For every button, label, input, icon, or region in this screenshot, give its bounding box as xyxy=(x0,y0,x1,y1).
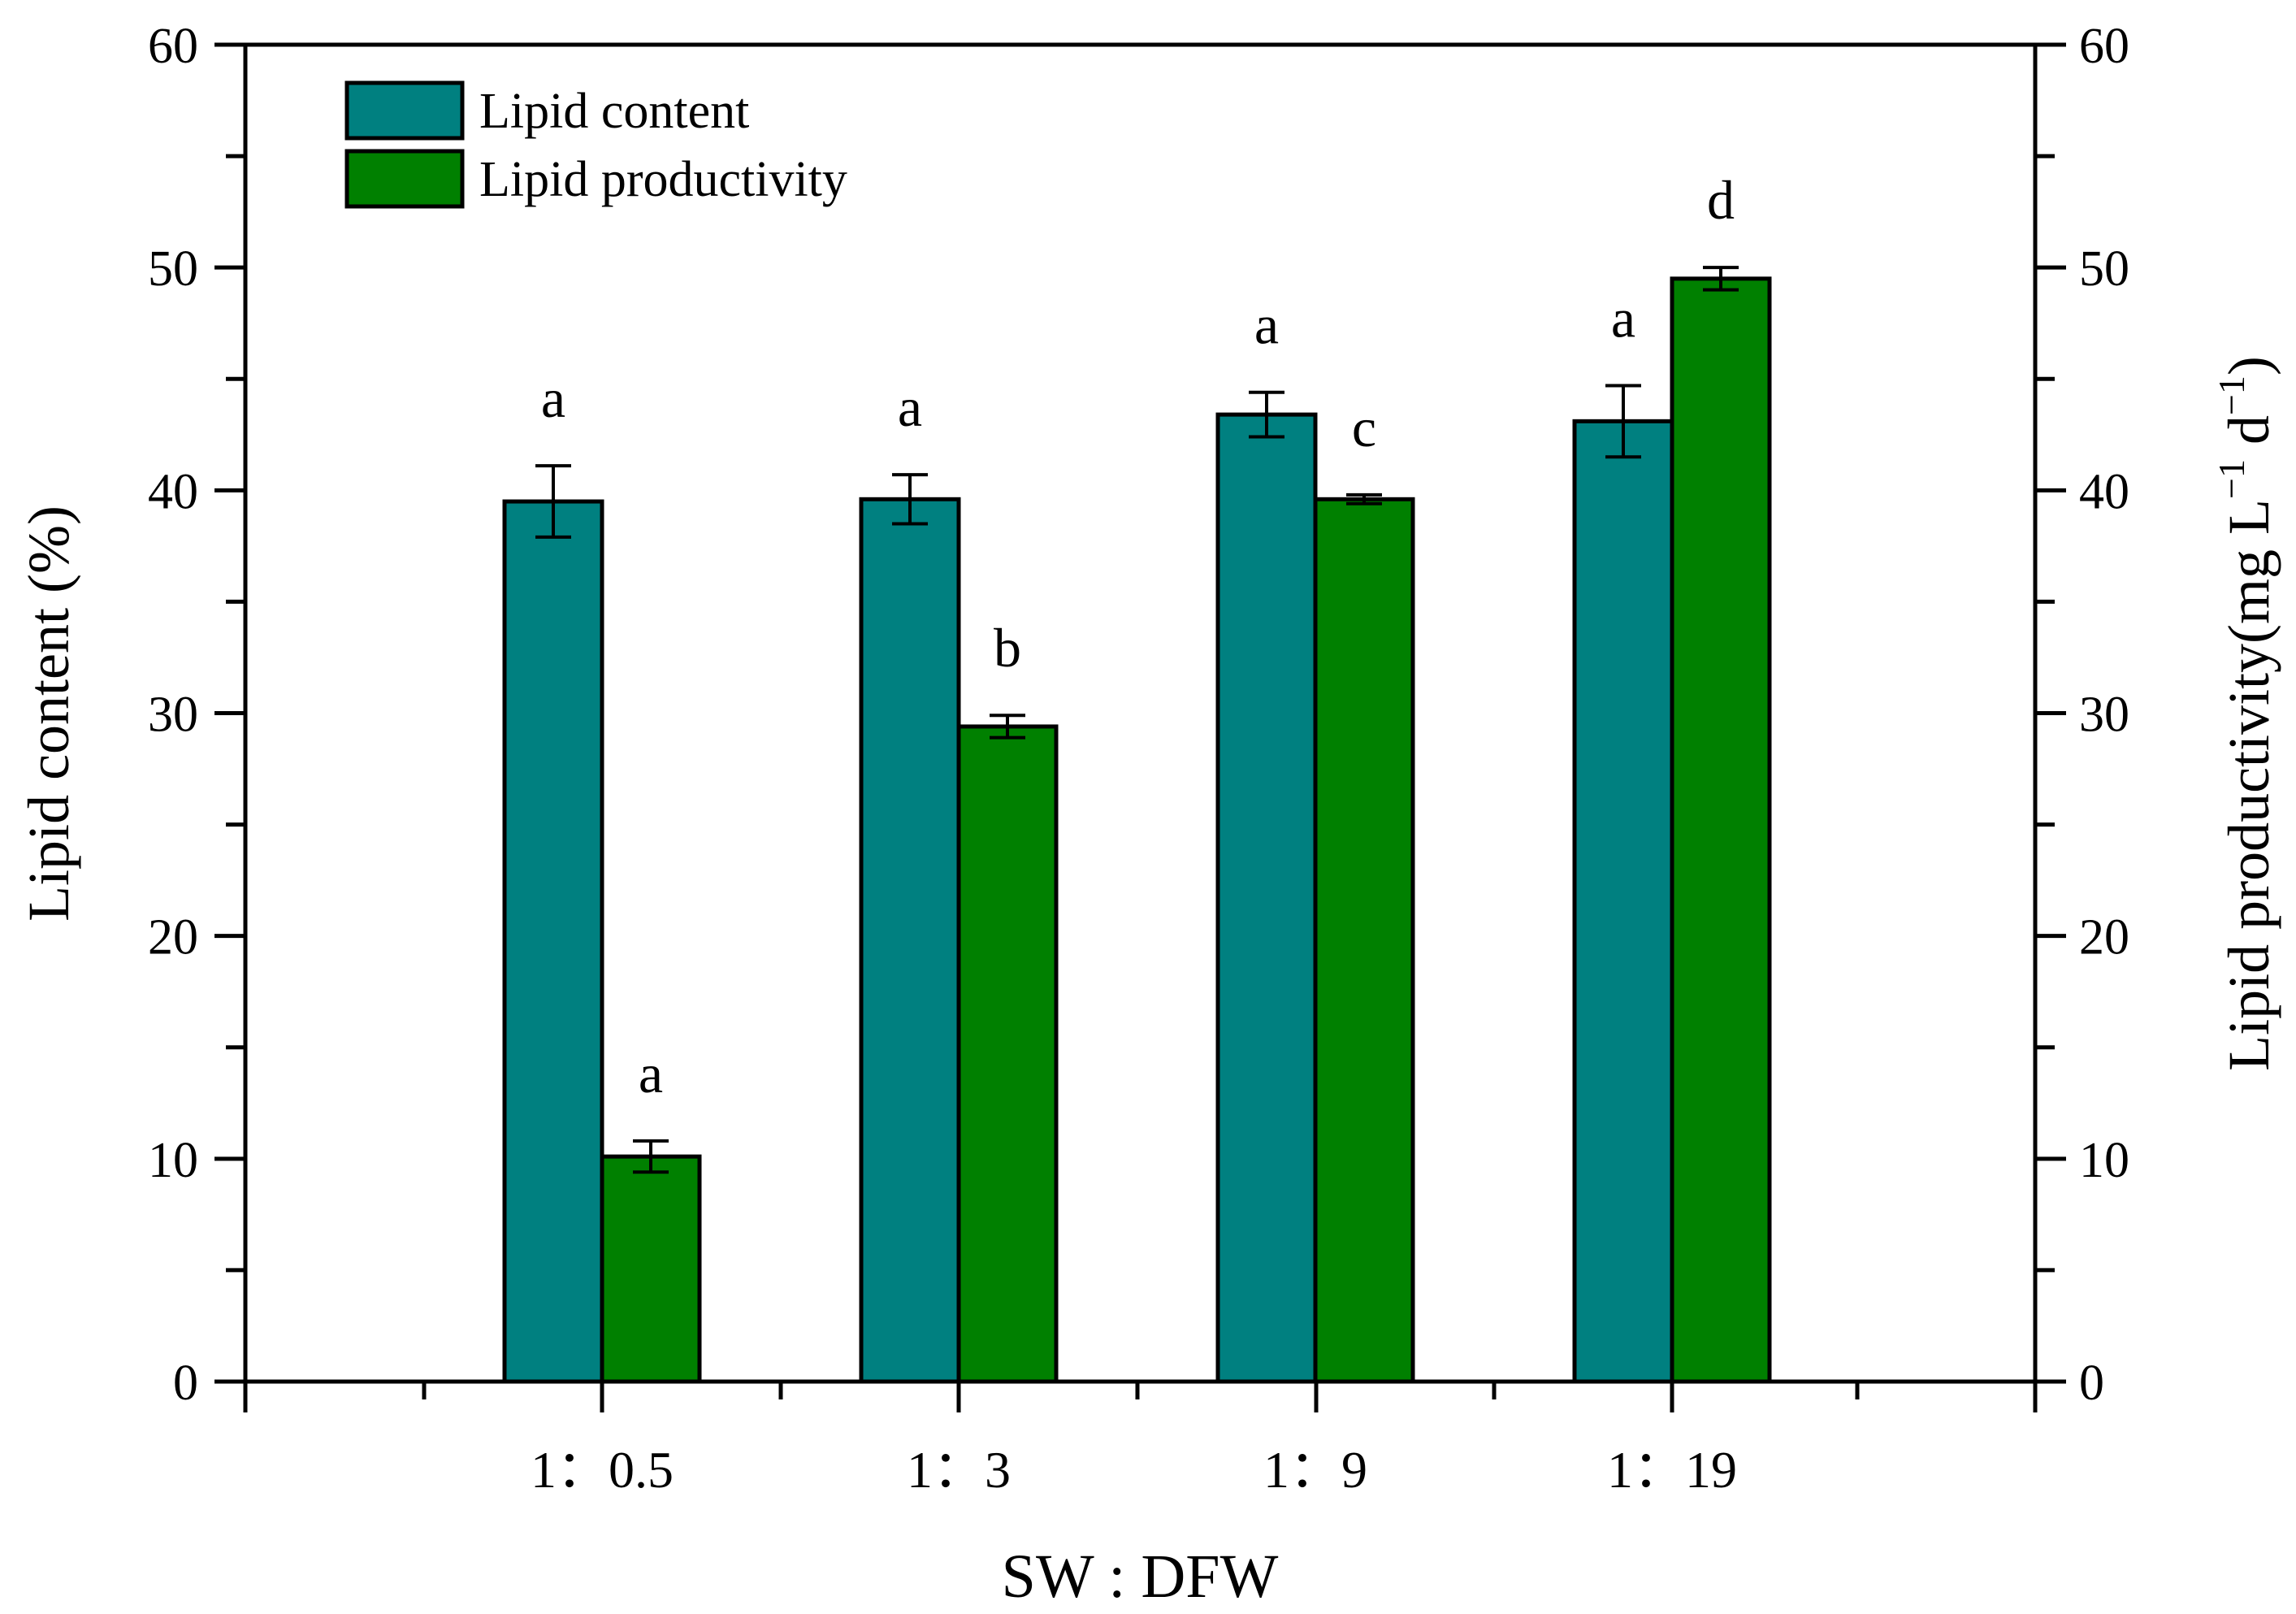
legend: Lipid content Lipid productivity xyxy=(344,80,847,209)
x-tick-label: 1：9 xyxy=(1263,1441,1367,1499)
x-tick-label: 1：0.5 xyxy=(531,1441,674,1499)
bar-lipid-productivity xyxy=(1670,276,1772,1384)
y-tick-label-left: 10 xyxy=(148,1133,198,1188)
bar-lipid-content xyxy=(1572,419,1674,1384)
x-tick-label: 1：19 xyxy=(1607,1441,1737,1499)
legend-label-lipid-productivity: Lipid productivity xyxy=(479,152,847,207)
x-axis-title: SW : DFW xyxy=(1002,1542,1279,1611)
ticks: 0 10 20 30 40 50 60 0 10 20 30 40 50 60 1：0.5 1：3 1：9 1：1… xyxy=(148,19,2129,1499)
significance-letter: c xyxy=(1352,397,1376,458)
bar-lipid-productivity xyxy=(1313,497,1415,1384)
significance-letter: a xyxy=(1254,294,1279,356)
y-tick-label-right: 0 xyxy=(2079,1356,2104,1411)
y-tick-label-left: 0 xyxy=(173,1356,198,1411)
significance-letter: a xyxy=(1611,287,1635,349)
bars xyxy=(502,276,1772,1384)
significance-letter: d xyxy=(1707,169,1735,231)
y2-label-mid: d xyxy=(2216,415,2281,459)
y-tick-label-left: 40 xyxy=(148,464,198,519)
y-tick-label-right: 10 xyxy=(2079,1133,2129,1188)
legend-swatch-lipid-productivity xyxy=(344,149,465,209)
y2-label-sup1: −1 xyxy=(2211,459,2252,499)
y2-label-close: ) xyxy=(2216,356,2281,375)
y2-label-main: Lipid productivity(mg L xyxy=(2216,499,2281,1071)
axis-labels: SW : DFW Lipid content (%) Lipid productiv… xyxy=(16,356,2281,1611)
y-tick-label-right: 20 xyxy=(2079,910,2129,965)
legend-swatch-lipid-content xyxy=(344,80,465,141)
y-tick-label-right: 50 xyxy=(2079,241,2129,297)
significance-letters: a a a a a b c d xyxy=(541,169,1735,1104)
y-tick-label-right: 60 xyxy=(2079,19,2129,74)
y-tick-label-left: 60 xyxy=(148,19,198,74)
bar-lipid-content xyxy=(502,499,604,1384)
y-tick-label-right: 30 xyxy=(2079,688,2129,743)
bar-lipid-productivity xyxy=(600,1154,702,1384)
bar-lipid-content xyxy=(859,497,961,1384)
y-axis-title-left: Lipid content (%) xyxy=(16,505,81,922)
significance-letter: a xyxy=(541,367,565,429)
y-tick-label-left: 30 xyxy=(148,688,198,743)
legend-label-lipid-content: Lipid content xyxy=(479,84,749,139)
y-tick-label-left: 50 xyxy=(148,241,198,297)
significance-letter: b xyxy=(994,617,1021,679)
significance-letter: a xyxy=(639,1043,663,1104)
y-tick-label-left: 20 xyxy=(148,910,198,965)
significance-letter: a xyxy=(898,376,922,438)
error-bars xyxy=(535,266,1739,1174)
bar-lipid-content xyxy=(1215,412,1318,1384)
y-tick-label-right: 40 xyxy=(2079,464,2129,519)
x-tick-label: 1：3 xyxy=(907,1441,1011,1499)
bar-lipid-productivity xyxy=(956,724,1059,1384)
y2-label-sup2: −1 xyxy=(2211,375,2252,415)
y-axis-title-right: Lipid productivity(mg L−1 d−1) xyxy=(2211,356,2281,1071)
